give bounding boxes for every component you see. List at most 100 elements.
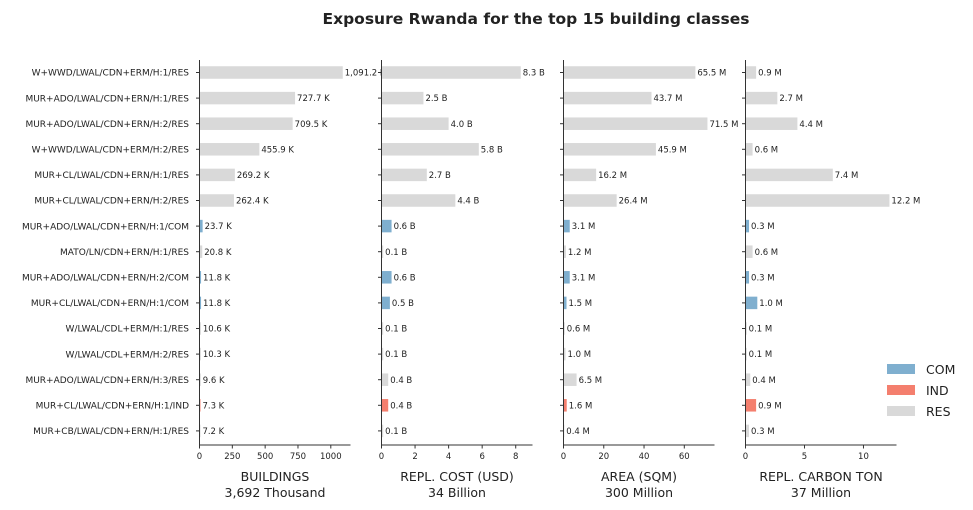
data-label: 0.3 M (751, 427, 775, 437)
bar (563, 194, 617, 207)
x-tick-label: 6 (479, 452, 484, 462)
legend-label-com: COM (926, 362, 955, 377)
bar (381, 143, 479, 156)
x-axis-label: BUILDINGS (241, 469, 310, 484)
data-label: 0.1 B (385, 350, 407, 360)
data-label: 0.4 B (390, 376, 412, 386)
bar (563, 91, 652, 105)
category-label: MUR+CL/LWAL/CDN+ERN/H:1/IND (36, 402, 189, 412)
data-label: 727.7 K (297, 94, 330, 104)
data-label: 20.8 K (204, 248, 232, 258)
x-tick-label: 5 (802, 452, 807, 462)
bar (199, 245, 203, 258)
data-label: 0.6 M (567, 325, 591, 335)
x-tick-label: 0 (197, 452, 202, 462)
bar (745, 296, 758, 310)
x-tick-label: 2 (412, 452, 417, 462)
panel-total: 300 Million (605, 485, 673, 500)
bar (199, 296, 202, 310)
data-label: 0.5 B (392, 299, 414, 309)
bar (745, 347, 747, 361)
data-label: 455.9 K (261, 145, 294, 155)
bar (745, 399, 757, 412)
data-label: 709.5 K (295, 120, 328, 130)
legend-label-ind: IND (926, 383, 949, 398)
x-axis-label: REPL. CARBON TON (759, 469, 882, 484)
bar (381, 117, 449, 130)
bar (381, 399, 389, 412)
panel-total: 37 Million (791, 485, 851, 500)
bar (745, 117, 798, 130)
data-label: 9.6 K (203, 376, 225, 386)
category-label: MUR+ADO/LWAL/CDN+ERN/H:1/RES (25, 94, 189, 104)
category-label: W+WWD/LWAL/CDN+ERM/H:1/RES (32, 69, 190, 79)
bar (199, 219, 203, 233)
bar (563, 143, 656, 156)
bar (563, 322, 565, 335)
data-label: 7.2 K (202, 427, 224, 437)
bar (199, 373, 201, 386)
data-label: 0.4 M (752, 376, 776, 386)
data-label: 1.6 M (569, 401, 593, 411)
data-label: 0.4 M (566, 427, 590, 437)
data-label: 2.5 B (425, 94, 447, 104)
bar (199, 143, 260, 156)
data-label: 0.9 M (758, 401, 782, 411)
data-label: 23.7 K (205, 222, 233, 232)
bar (745, 245, 753, 258)
data-label: 0.1 B (385, 325, 407, 335)
category-label: MUR+CL/LWAL/CDN+ERN/H:2/RES (34, 197, 189, 207)
bar (199, 168, 235, 182)
bar (745, 373, 751, 386)
panel-1: 1,091.2 K 727.7 K 709.5 K 455.9 K 269.2 K 262… (196, 60, 386, 500)
data-label: 65.5 M (697, 69, 726, 79)
bar (745, 66, 757, 79)
data-label: 0.4 B (390, 401, 412, 411)
panel-total: 34 Billion (428, 485, 486, 500)
data-label: 16.2 M (598, 171, 627, 181)
x-tick-label: 20 (598, 452, 609, 462)
data-label: 7.3 K (202, 401, 224, 411)
bar (745, 322, 747, 335)
data-label: 0.1 B (385, 248, 407, 258)
category-label: MUR+ADO/LWAL/CDN+ERN/H:2/COM (22, 274, 189, 284)
data-label: 0.1 B (385, 427, 407, 437)
category-label: MUR+ADO/LWAL/CDN+ERN/H:3/RES (25, 376, 189, 386)
bar (563, 168, 597, 182)
bar (381, 168, 427, 182)
legend-swatch-ind (887, 385, 915, 395)
data-label: 1,091.2 K (345, 69, 386, 79)
bar (745, 219, 750, 233)
bar (745, 143, 753, 156)
bar (199, 271, 202, 284)
data-label: 11.8 K (203, 273, 231, 283)
data-label: 4.4 M (799, 120, 823, 130)
x-tick-label: 0 (743, 452, 748, 462)
data-label: 2.7 B (429, 171, 451, 181)
x-tick-label: 750 (290, 452, 306, 462)
data-label: 0.9 M (758, 69, 782, 79)
data-label: 1.0 M (568, 350, 592, 360)
bar (381, 347, 384, 361)
data-label: 26.4 M (619, 197, 648, 207)
data-label: 262.4 K (236, 197, 269, 207)
bar (381, 66, 521, 79)
category-label: MUR+ADO/LWAL/CDN+ERN/H:1/COM (22, 222, 189, 232)
x-tick-label: 1000 (320, 452, 342, 462)
data-label: 5.8 B (481, 145, 503, 155)
data-label: 1.5 M (569, 299, 593, 309)
data-label: 71.5 M (709, 120, 738, 130)
data-label: 1.2 M (568, 248, 592, 258)
data-label: 0.3 M (751, 222, 775, 232)
bar (381, 322, 384, 335)
data-label: 45.9 M (658, 145, 687, 155)
bar (563, 373, 577, 386)
category-label: W/LWAL/CDL+ERM/H:2/RES (66, 350, 190, 360)
bar (199, 117, 293, 130)
data-label: 7.4 M (835, 171, 859, 181)
x-tick-label: 4 (446, 452, 451, 462)
x-tick-label: 10 (858, 452, 869, 462)
bar (745, 194, 890, 207)
data-label: 4.4 B (457, 197, 479, 207)
